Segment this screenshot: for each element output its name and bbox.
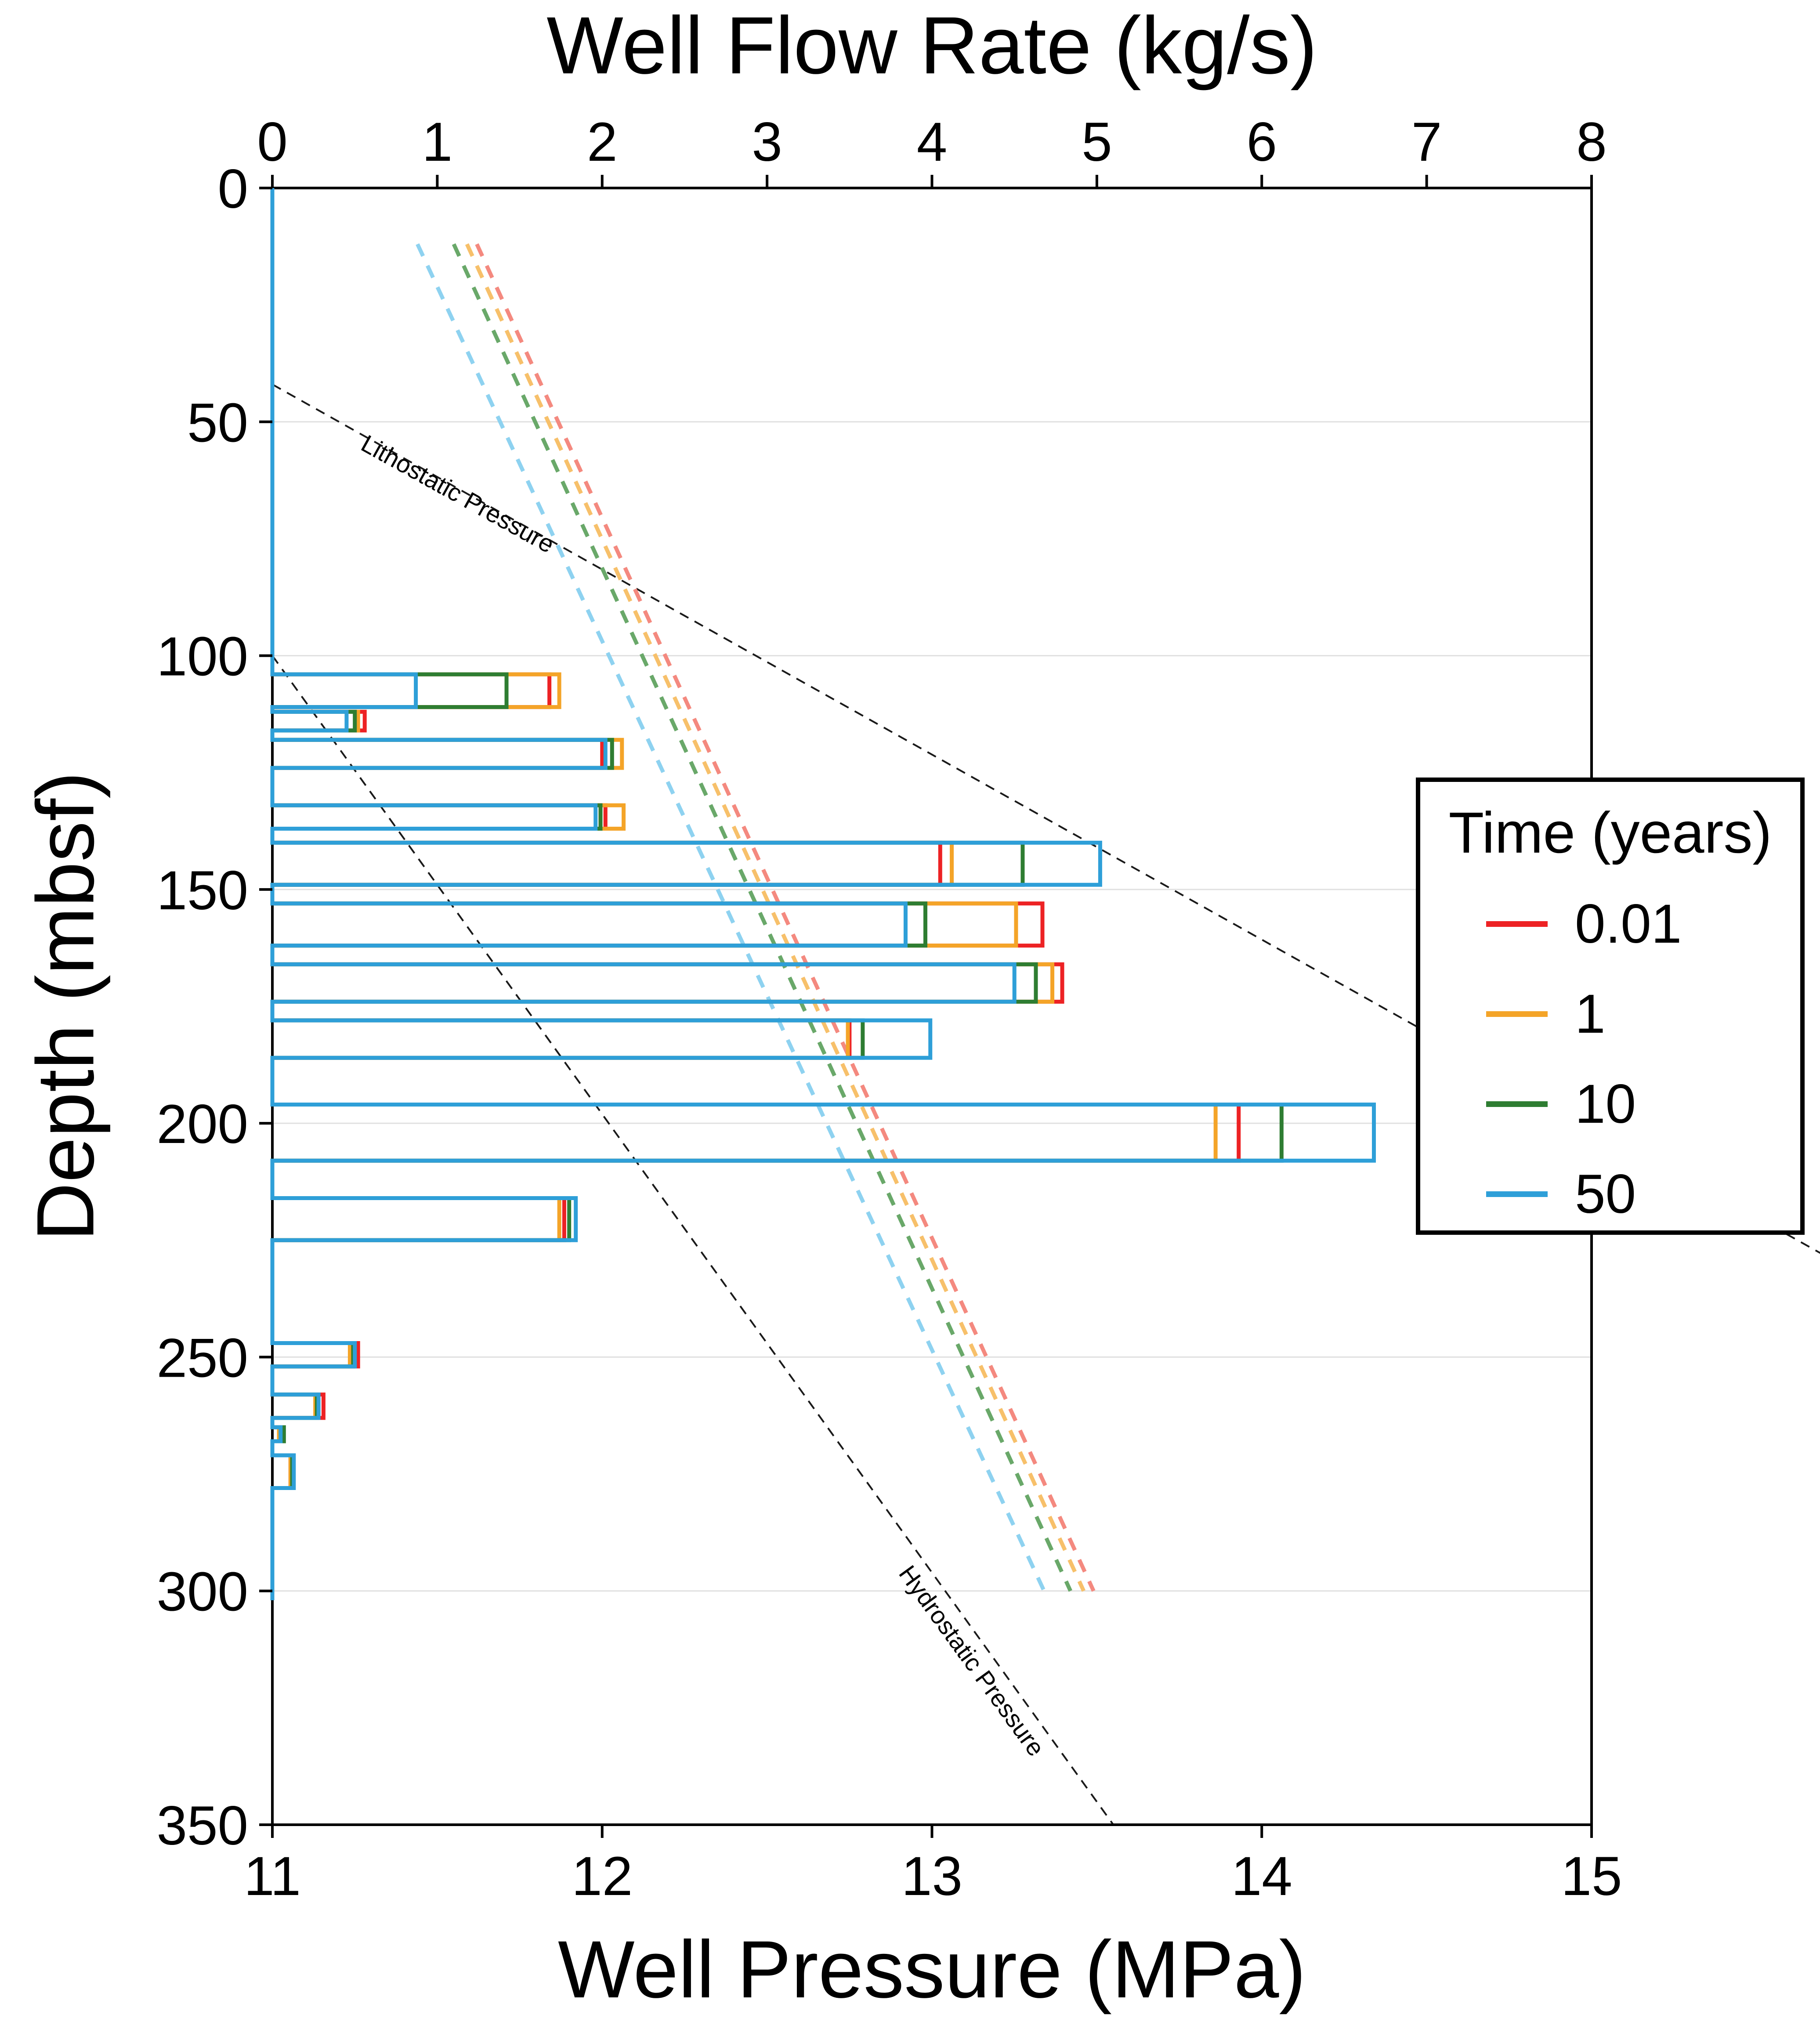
left-tick-label: 200 bbox=[156, 1094, 248, 1155]
legend-line-swatch-icon bbox=[1486, 1101, 1548, 1107]
top-tick-label: 3 bbox=[752, 112, 782, 173]
legend-entry: 10 bbox=[1420, 1059, 1800, 1149]
legend-line-swatch-icon bbox=[1486, 921, 1548, 927]
top-tick-label: 7 bbox=[1411, 112, 1442, 173]
left-tick-label: 50 bbox=[187, 392, 248, 453]
bottom-tick-label: 11 bbox=[244, 1846, 301, 1907]
reference-line bbox=[271, 655, 1114, 1826]
flow-profile-50 bbox=[270, 188, 1376, 1601]
plot-border bbox=[271, 187, 1593, 1826]
pressure-profile-1 bbox=[465, 243, 1085, 1592]
legend-entry-label: 1 bbox=[1575, 984, 1606, 1045]
left-tick-label: 350 bbox=[156, 1795, 248, 1856]
bottom-axis-title: Well Pressure (MPa) bbox=[557, 1924, 1306, 2015]
left-tick-label: 0 bbox=[217, 159, 248, 220]
left-tick-label: 100 bbox=[156, 626, 248, 687]
flow-profile-10 bbox=[270, 188, 1284, 1601]
legend-line-swatch-icon bbox=[1486, 1191, 1548, 1197]
pressure-profiles bbox=[416, 243, 1096, 1592]
pressure-profile-10 bbox=[452, 243, 1072, 1592]
legend-entries: 0.01 1 10 50 bbox=[1420, 879, 1800, 1239]
legend-entry-label: 10 bbox=[1575, 1074, 1636, 1135]
top-tick-label: 4 bbox=[917, 112, 948, 173]
legend: Time (years) 0.01 1 10 50 bbox=[1416, 778, 1805, 1235]
legend-entry-label: 0.01 bbox=[1575, 893, 1682, 955]
legend-entry: 0.01 bbox=[1420, 879, 1800, 969]
legend-entry: 50 bbox=[1420, 1149, 1800, 1239]
bottom-tick-label: 12 bbox=[572, 1846, 633, 1907]
top-tick-label: 8 bbox=[1576, 112, 1607, 173]
top-tick-label: 0 bbox=[257, 112, 288, 173]
flow-profile-0.01 bbox=[270, 188, 1241, 1601]
pressure-profile-50 bbox=[416, 243, 1046, 1592]
legend-entry: 1 bbox=[1420, 969, 1800, 1059]
flow-profile-1 bbox=[270, 188, 1218, 1601]
top-axis-title: Well Flow Rate (kg/s) bbox=[546, 0, 1317, 91]
bottom-tick-label: 15 bbox=[1561, 1846, 1622, 1907]
flow-profiles bbox=[270, 188, 1376, 1601]
legend-line-swatch-icon bbox=[1486, 1011, 1548, 1017]
top-tick-label: 2 bbox=[587, 112, 618, 173]
left-tick-label: 300 bbox=[156, 1562, 248, 1623]
left-tick-label: 250 bbox=[156, 1327, 248, 1389]
reference-line-label: Lithostatic Pressure bbox=[357, 429, 559, 558]
reference-line bbox=[272, 383, 1820, 1254]
bottom-tick-label: 14 bbox=[1231, 1846, 1292, 1907]
gridlines bbox=[272, 421, 1592, 1592]
left-tick-label: 150 bbox=[156, 860, 248, 921]
legend-entry-label: 50 bbox=[1575, 1164, 1636, 1225]
top-tick-label: 6 bbox=[1246, 112, 1277, 173]
legend-title: Time (years) bbox=[1448, 800, 1772, 865]
bottom-tick-label: 13 bbox=[901, 1846, 962, 1907]
left-axis-title: Depth (mbsf) bbox=[20, 771, 111, 1241]
top-tick-label: 5 bbox=[1082, 112, 1112, 173]
top-tick-label: 1 bbox=[422, 112, 453, 173]
pressure-profile-0.01 bbox=[475, 243, 1096, 1592]
